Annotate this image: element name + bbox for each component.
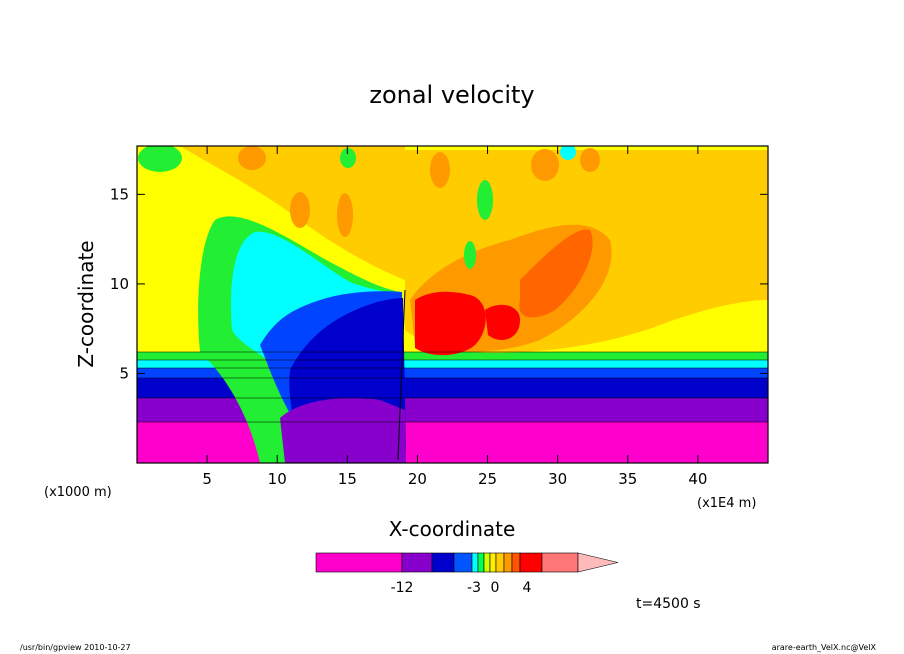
y-tick-label: 15 [110,185,129,203]
cell-green-mid-3 [477,180,493,220]
colorbar-segment [483,552,491,573]
x-tick-label: 10 [268,470,287,488]
contour-lines [137,351,768,423]
colorbar-tick-label: 4 [523,580,532,596]
colorbar-segment [511,552,521,573]
colorbar-extension [577,552,619,573]
colorbar-segment [495,552,505,573]
x-tick-label: 20 [408,470,427,488]
cell-green-mid-4 [464,241,476,269]
colorbar-tick-label: -12 [391,580,414,596]
x-tick-label: 25 [478,470,497,488]
y-tick-label: 5 [119,364,129,382]
y-axis: 5 10 15 [110,185,768,382]
cell-orange-top-4 [531,149,559,181]
x-tick-label: 35 [618,470,637,488]
contour-field [137,146,768,463]
band-cyan [137,360,768,368]
colorbar-segment [541,552,579,573]
colorbar-segment [477,552,485,573]
band-blue [137,368,768,378]
cell-cyan-top [560,146,576,160]
band-purple [137,398,768,422]
cell-green-top-2 [340,148,356,168]
colorbar-segment [489,552,497,573]
y-axis-title: Z-coordinate [74,240,98,367]
colorbar [315,552,619,573]
cell-green-top-left [138,146,182,172]
colorbar-segment [401,552,433,573]
band-green [137,352,768,360]
footer-left: /usr/bin/gpview 2010-10-27 [20,643,131,652]
chart-title: zonal velocity [369,81,534,109]
colorbar-segment [503,552,513,573]
colorbar-segment [453,552,473,573]
x-tick-label: 5 [202,470,212,488]
band-magenta [137,422,768,463]
x-axis: 5 10 15 20 25 30 35 40 [202,146,707,488]
region-red-center [415,291,486,356]
x-tick-label: 30 [548,470,567,488]
time-annotation: t=4500 s [636,596,701,612]
cell-orange-mid-2 [337,193,353,237]
contour-front [397,289,406,461]
colorbar-segment [471,552,479,573]
colorbar-segment [315,552,403,573]
y-unit-label: (x1000 m) [44,485,112,500]
colorbar-segment [519,552,543,573]
cell-orange-mid-1 [290,192,310,228]
x-tick-label: 40 [688,470,707,488]
region-red-right [485,304,520,340]
cell-orange-top-5 [580,148,600,172]
region-darkorange-right [519,229,593,318]
colorbar-tick-label: -3 [467,580,481,596]
x-tick-label: 15 [338,470,357,488]
x-axis-title: X-coordinate [389,517,516,541]
cell-orange-top-3 [430,152,450,188]
x-unit-label: (x1E4 m) [697,496,756,511]
y-tick-label: 10 [110,275,129,293]
colorbar-tick-labels: -12 -3 0 4 [391,580,532,596]
colorbar-tick-label: 0 [491,580,500,596]
plot-frame [136,145,769,464]
cell-orange-top-1 [238,146,266,170]
colorbar-segment [431,552,455,573]
footer-right: arare-earth_VelX.nc@VelX [772,643,877,652]
region-purple-left [280,398,406,463]
